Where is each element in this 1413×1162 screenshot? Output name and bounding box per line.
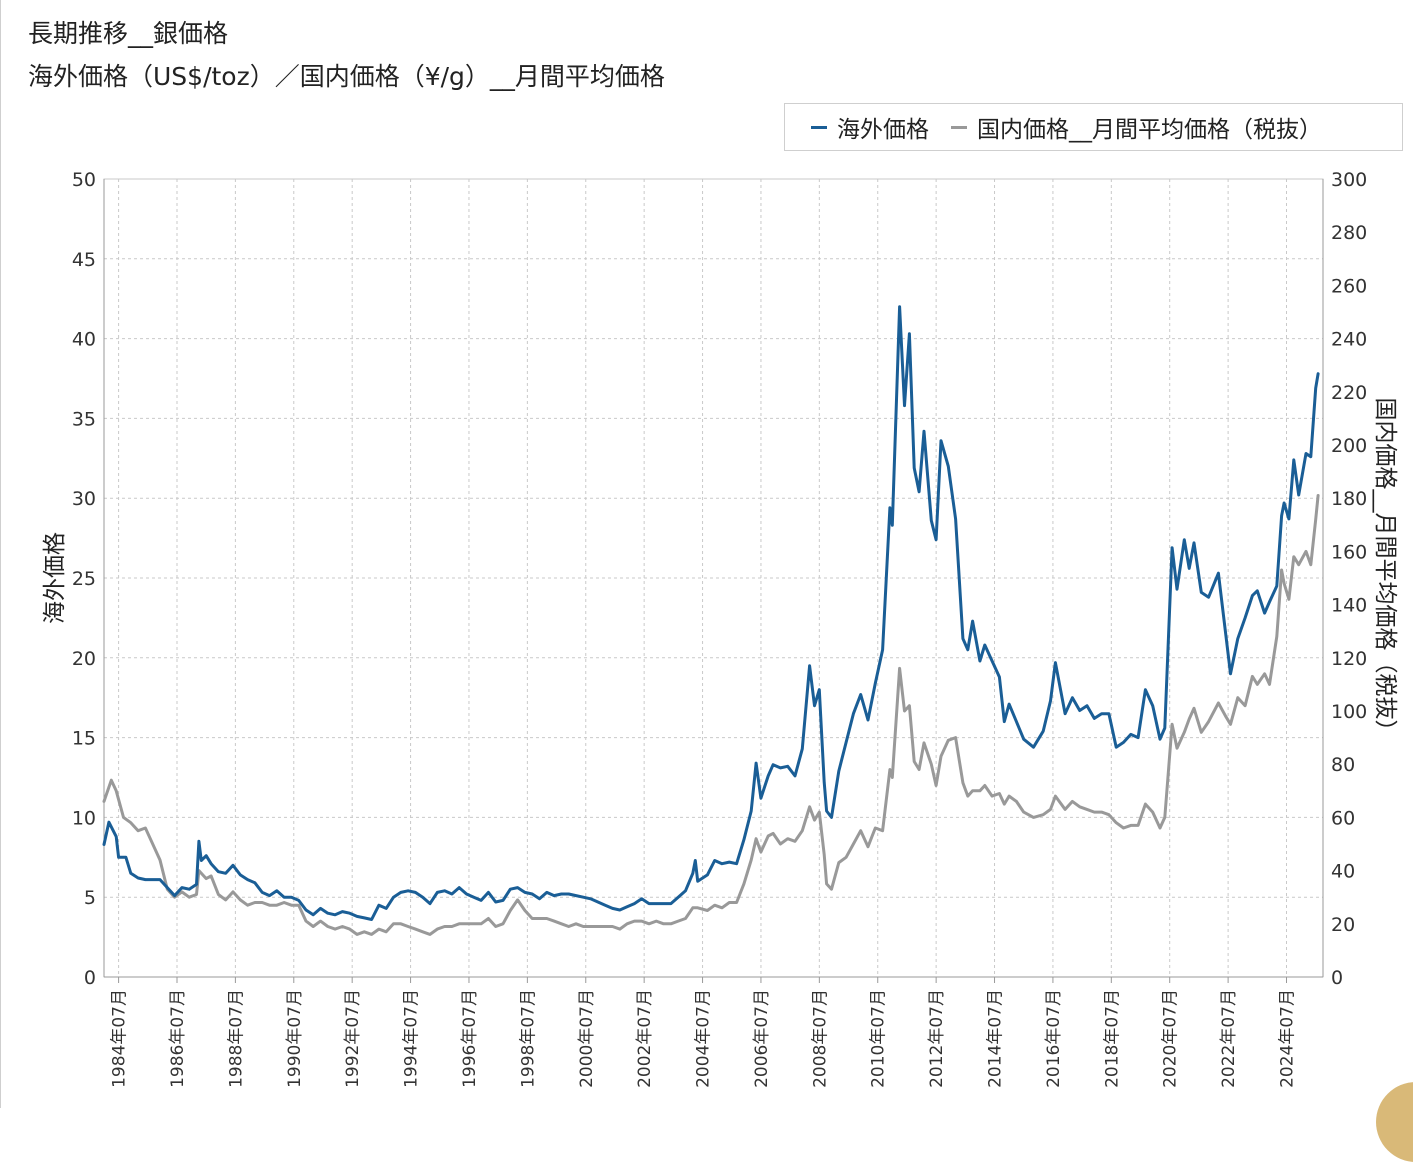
y-tick-label-left: 50	[72, 169, 96, 191]
y-tick-label-right: 100	[1331, 701, 1367, 723]
y-tick-label-right: 60	[1331, 807, 1355, 829]
series-line-domestic	[102, 494, 1320, 936]
y-tick-label-left: 45	[72, 249, 96, 271]
x-tick-label: 1990年07月	[285, 989, 305, 1088]
x-tick-label: 1986年07月	[168, 989, 188, 1088]
legend-item-overseas[interactable]: 海外価格	[811, 110, 929, 144]
y-tick-label-left: 10	[72, 807, 96, 829]
x-tick-label: 1994年07月	[402, 989, 422, 1088]
chart-subtitle: 海外価格（US$/toz）／国内価格（¥/g）__月間平均価格	[28, 62, 665, 91]
x-tick-label: 2010年07月	[869, 989, 889, 1088]
y-tick-label-right: 180	[1331, 488, 1367, 510]
x-tick-label: 1984年07月	[110, 989, 130, 1088]
chart-legend: 海外価格 国内価格__月間平均価格（税抜）	[784, 103, 1403, 151]
x-tick-label: 2024年07月	[1278, 989, 1298, 1088]
y-axis-title-right: 国内価格__月間平均価格（税抜）	[1372, 398, 1398, 743]
y-tick-label-left: 25	[72, 568, 96, 590]
y-tick-label-right: 240	[1331, 329, 1367, 351]
legend-label-overseas: 海外価格	[837, 117, 929, 143]
y-tick-label-right: 200	[1331, 435, 1367, 457]
x-tick-label: 2000年07月	[577, 989, 597, 1088]
chart-canvas: 0 5 10 15 20 25 30 35 40 45 50 0 20 40 60 80 100 120 140 16…	[42, 169, 1398, 1088]
x-tick-label: 2014年07月	[986, 989, 1006, 1088]
legend-swatch-domestic	[951, 125, 967, 129]
y-tick-label-left: 20	[72, 648, 96, 670]
x-tick-label: 2022年07月	[1219, 989, 1239, 1088]
y-tick-label-right: 40	[1331, 861, 1355, 883]
legend-item-domestic[interactable]: 国内価格__月間平均価格（税抜）	[951, 110, 1322, 144]
y-tick-label-left: 35	[72, 408, 96, 430]
x-tick-label: 2012年07月	[927, 989, 947, 1088]
y-axis-title-left: 海外価格	[42, 532, 68, 624]
y-tick-label-left: 40	[72, 329, 96, 351]
y-tick-label-left: 15	[72, 728, 96, 750]
y-tick-label-right: 160	[1331, 541, 1367, 563]
y-tick-label-left: 30	[72, 488, 96, 510]
x-tick-label: 1988年07月	[226, 989, 246, 1088]
x-tick-label: 2020年07月	[1161, 989, 1181, 1088]
y-tick-label-left: 5	[84, 887, 96, 909]
x-tick-label: 2002年07月	[635, 989, 655, 1088]
y-tick-label-right: 120	[1331, 648, 1367, 670]
series-line-overseas	[102, 305, 1320, 921]
y-tick-label-left: 0	[84, 967, 96, 989]
x-tick-label: 2016年07月	[1044, 989, 1064, 1088]
y-tick-label-right: 20	[1331, 914, 1355, 936]
y-tick-label-right: 0	[1331, 967, 1343, 989]
y-tick-label-right: 80	[1331, 754, 1355, 776]
legend-label-domestic: 国内価格__月間平均価格（税抜）	[977, 117, 1322, 143]
y-tick-label-right: 220	[1331, 382, 1367, 404]
x-tick-label: 2018年07月	[1102, 989, 1122, 1088]
x-tick-label: 1998年07月	[518, 989, 538, 1088]
page-left-border	[0, 0, 1, 1108]
y-tick-label-right: 140	[1331, 595, 1367, 617]
x-tick-label: 1992年07月	[343, 989, 363, 1088]
y-tick-label-right: 260	[1331, 275, 1367, 297]
x-tick-label: 1996年07月	[460, 989, 480, 1088]
x-tick-label: 2008年07月	[810, 989, 830, 1088]
y-tick-label-right: 280	[1331, 222, 1367, 244]
x-tick-label: 2004年07月	[694, 989, 714, 1088]
chart-title: 長期推移__銀価格	[28, 19, 229, 48]
legend-swatch-overseas	[811, 125, 827, 129]
y-tick-label-right: 300	[1331, 169, 1367, 191]
x-tick-label: 2006年07月	[752, 989, 772, 1088]
